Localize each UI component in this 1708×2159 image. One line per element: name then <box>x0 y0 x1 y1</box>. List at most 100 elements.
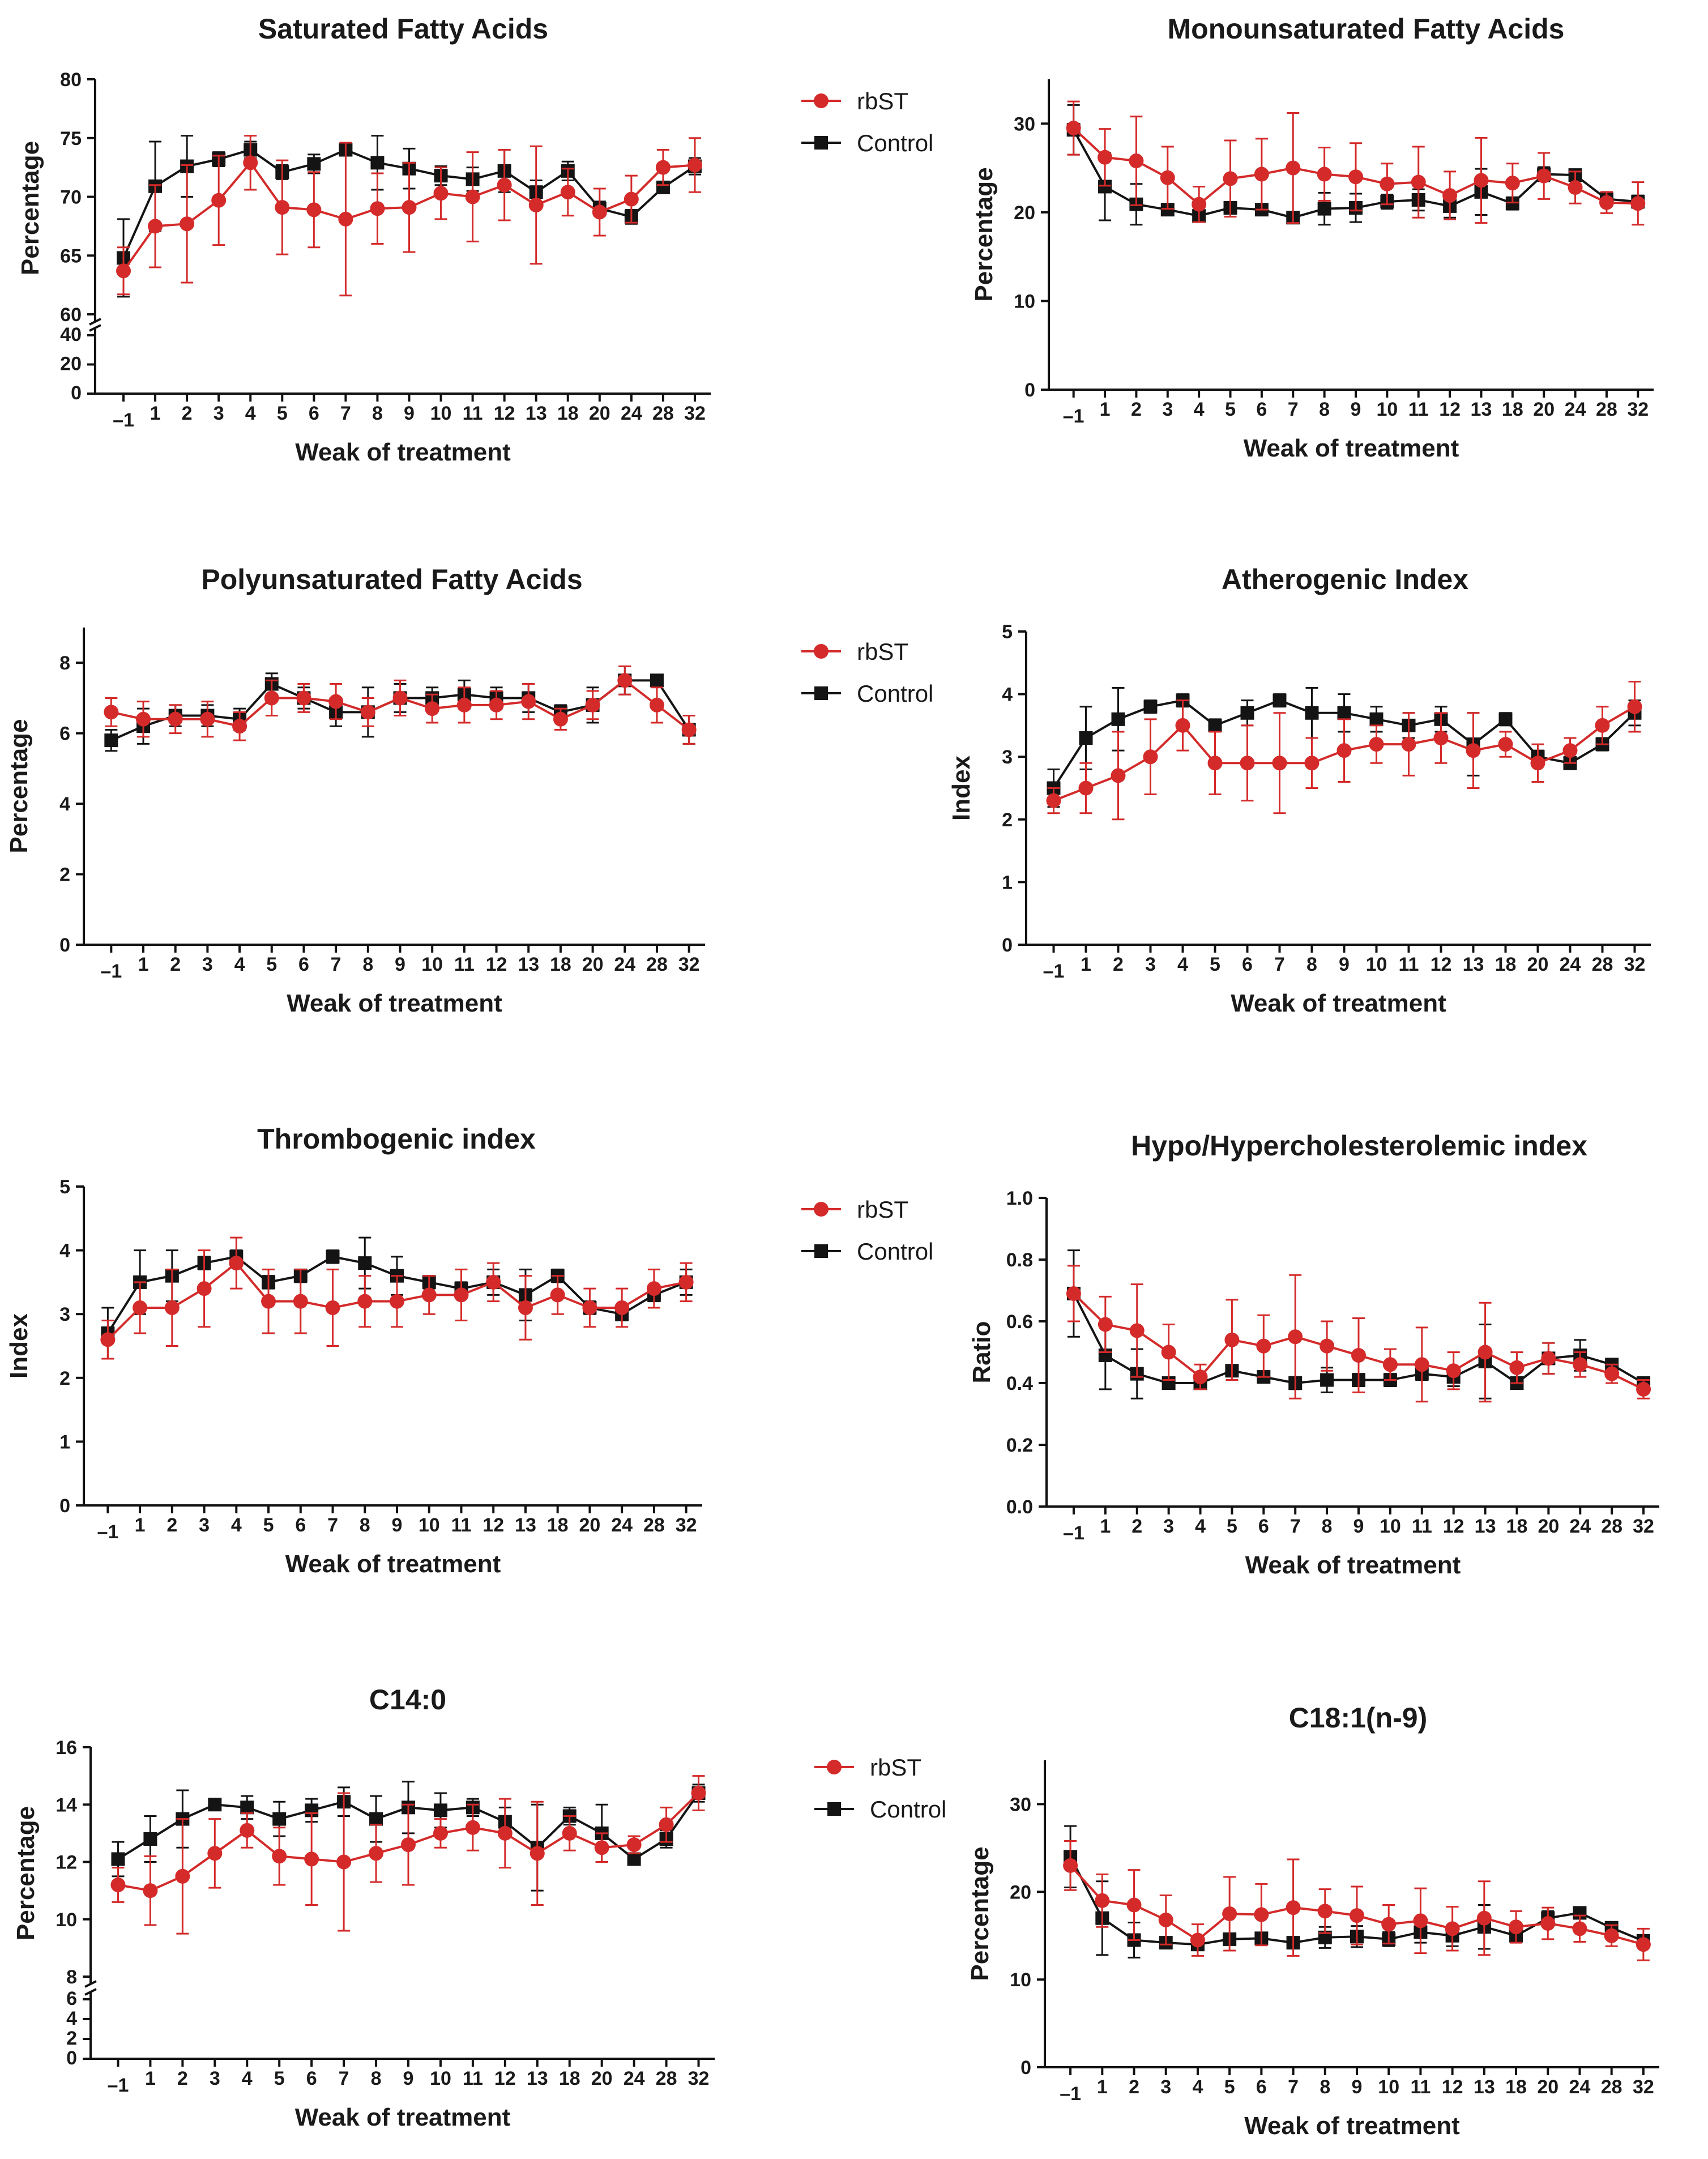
x-tick-label: 28 <box>1596 399 1617 420</box>
y-axis-label: Percentage <box>966 1846 994 1981</box>
y-tick-label: 0 <box>1024 379 1035 401</box>
data-point <box>1414 1357 1429 1372</box>
x-tick-label: 8 <box>371 2068 382 2089</box>
data-point <box>229 1256 244 1271</box>
chart-title: C18:1(n-9) <box>1289 1702 1427 1734</box>
data-point <box>1498 737 1513 752</box>
data-point <box>1604 1366 1620 1381</box>
x-tick-label: 24 <box>624 2068 645 2089</box>
x-tick-label: 18 <box>1506 1516 1528 1537</box>
x-tick-label: 7 <box>327 1514 338 1536</box>
y-tick-label: 2 <box>59 864 70 886</box>
x-tick-label: –1 <box>1063 1522 1084 1544</box>
data-point <box>328 694 344 709</box>
x-tick-label: 2 <box>1129 2076 1139 2098</box>
data-point <box>1193 1369 1208 1385</box>
data-point <box>1599 195 1614 210</box>
legend-label: rbST <box>870 1754 921 1781</box>
data-point <box>465 1820 480 1835</box>
y-tick-label: 30 <box>1014 113 1035 135</box>
data-point <box>1256 1338 1271 1354</box>
data-point <box>582 1300 597 1315</box>
data-point <box>111 1852 125 1866</box>
data-point <box>1498 712 1513 726</box>
x-tick-label: 28 <box>1592 954 1613 975</box>
data-point <box>164 1300 180 1315</box>
x-tick-label: 1 <box>1097 2076 1108 2098</box>
data-point <box>1351 1347 1366 1363</box>
y-tick-label: 10 <box>1010 1969 1031 1991</box>
data-point <box>304 1851 319 1867</box>
y-tick-label: 70 <box>60 187 82 208</box>
x-tick-label: 9 <box>1353 1516 1364 1537</box>
x-tick-label: 18 <box>559 2068 580 2089</box>
x-tick-label: 9 <box>1339 954 1350 975</box>
legend-label: Control <box>857 1238 933 1265</box>
x-tick-label: 5 <box>1225 399 1236 420</box>
legend: rbST Control <box>801 638 933 707</box>
data-point <box>401 1837 416 1853</box>
y-tick-label: 0.8 <box>1006 1249 1033 1271</box>
data-point <box>1476 1910 1492 1926</box>
x-tick-label: 12 <box>1443 1516 1464 1537</box>
data-point <box>168 711 183 727</box>
x-tick-label: 28 <box>652 403 674 424</box>
x-axis-label: Weak of treatment <box>295 438 511 466</box>
data-point <box>325 1300 340 1315</box>
data-point <box>518 1300 533 1315</box>
data-point <box>1111 768 1126 783</box>
data-point <box>1627 699 1642 714</box>
data-point <box>402 200 417 215</box>
data-point <box>1190 1932 1205 1948</box>
data-point <box>1433 731 1449 746</box>
data-point <box>489 697 504 712</box>
data-point <box>1223 171 1238 186</box>
data-point <box>1305 706 1319 720</box>
x-tick-label: 11 <box>1410 2076 1431 2098</box>
y-tick-label: 5 <box>1002 621 1013 643</box>
x-tick-label: 10 <box>1378 2076 1399 2098</box>
data-point <box>1161 1345 1176 1360</box>
x-tick-label: 24 <box>614 954 635 975</box>
y-tick-label: 0 <box>66 2047 77 2069</box>
x-tick-label: 12 <box>1431 954 1452 975</box>
y-tick-label: 20 <box>1010 1881 1031 1903</box>
data-point <box>1098 150 1113 165</box>
data-point <box>240 1800 254 1815</box>
data-point <box>264 690 279 706</box>
data-point <box>1536 168 1552 184</box>
x-tick-label: 3 <box>199 1514 210 1536</box>
x-tick-label: 32 <box>684 403 706 424</box>
x-tick-label: 20 <box>1527 954 1549 975</box>
data-point <box>681 722 697 737</box>
x-tick-label: 10 <box>430 2068 451 2089</box>
data-point <box>1126 1897 1142 1913</box>
data-point <box>1273 693 1287 707</box>
x-tick-label: 7 <box>340 403 351 424</box>
data-point <box>272 1849 287 1864</box>
x-tick-label: 8 <box>1322 1516 1333 1537</box>
data-point <box>1630 196 1646 211</box>
x-tick-label: 1 <box>1081 954 1091 975</box>
x-tick-label: 18 <box>1495 954 1517 975</box>
x-tick-label: 13 <box>1474 2076 1495 2098</box>
x-tick-label: 1 <box>1100 399 1111 420</box>
x-tick-label: 8 <box>1306 954 1317 975</box>
x-tick-label: 10 <box>1380 1516 1401 1537</box>
y-tick-label: 10 <box>1014 291 1035 312</box>
y-tick-label: 2 <box>66 2028 77 2049</box>
x-tick-label: 13 <box>1475 1516 1496 1537</box>
data-point <box>272 1812 287 1826</box>
y-tick-label: 40 <box>60 324 82 345</box>
x-tick-label: 8 <box>362 954 373 975</box>
legend: rbST Control <box>801 1196 933 1265</box>
legend-marker <box>814 136 828 150</box>
data-point <box>1401 737 1416 752</box>
x-tick-label: –1 <box>113 409 134 431</box>
data-point <box>1382 1357 1398 1372</box>
data-point <box>207 1846 223 1861</box>
y-tick-label: 6 <box>59 723 70 745</box>
x-tick-label: 4 <box>1195 1516 1206 1537</box>
x-tick-label: 6 <box>306 2068 317 2089</box>
x-tick-label: 12 <box>482 1514 504 1536</box>
